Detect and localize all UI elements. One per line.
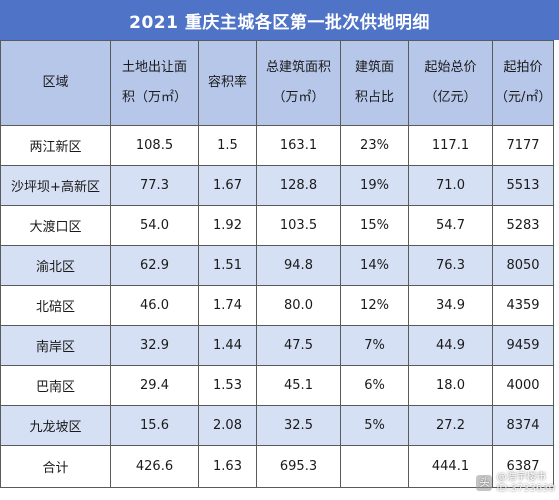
cell-plot-ratio: 1.51: [198, 245, 257, 286]
cell-land-area: 15.6: [110, 405, 199, 446]
cell-district: 北碚区: [0, 285, 111, 326]
watermark-id: ID:3733630: [496, 483, 555, 494]
total-unit-price: 6387: [492, 445, 554, 488]
cell-unit-price: 4359: [492, 285, 554, 326]
cell-share: 19%: [340, 165, 409, 206]
table-row: 两江新区 108.5 1.5 163.1 23% 117.1 7177: [0, 125, 554, 166]
table-row: 九龙坡区 15.6 2.08 32.5 5% 27.2 8374: [0, 405, 554, 446]
cell-total-price: 117.1: [408, 125, 493, 166]
cell-total-price: 54.7: [408, 205, 493, 246]
cell-share: 15%: [340, 205, 409, 246]
cell-building-area: 94.8: [256, 245, 341, 286]
cell-unit-price: 5513: [492, 165, 554, 206]
cell-share: 23%: [340, 125, 409, 166]
cell-land-area: 46.0: [110, 285, 199, 326]
watermark-handle: @浩宇楼市: [496, 472, 547, 483]
cell-unit-price: 8374: [492, 405, 554, 446]
cell-plot-ratio: 1.5: [198, 125, 257, 166]
table-title: 2021 重庆主城各区第一批次供地明细: [0, 0, 559, 40]
cell-building-area: 32.5: [256, 405, 341, 446]
cell-plot-ratio: 1.92: [198, 205, 257, 246]
cell-plot-ratio: 2.08: [198, 405, 257, 446]
cell-share: 6%: [340, 365, 409, 406]
cell-district: 渝北区: [0, 245, 111, 286]
total-building-area: 695.3: [256, 445, 341, 488]
cell-total-price: 27.2: [408, 405, 493, 446]
cell-share: 12%: [340, 285, 409, 326]
cell-share: 14%: [340, 245, 409, 286]
cell-share: 5%: [340, 405, 409, 446]
cell-land-area: 62.9: [110, 245, 199, 286]
cell-district: 巴南区: [0, 365, 111, 406]
cell-district: 南岸区: [0, 325, 111, 366]
cell-unit-price: 5283: [492, 205, 554, 246]
cell-district: 九龙坡区: [0, 405, 111, 446]
header-share: 建筑面 积占比: [340, 40, 409, 126]
table-row: 北碚区 46.0 1.74 80.0 12% 34.9 4359: [0, 285, 554, 326]
total-share: [340, 445, 409, 488]
total-total-price: 444.1: [408, 445, 493, 488]
cell-land-area: 77.3: [110, 165, 199, 206]
cell-share: 7%: [340, 325, 409, 366]
land-supply-table: 区域 土地出让面 积（万㎡） 容积率 总建筑面积 （万㎡） 建筑面 积占比: [0, 40, 554, 488]
cell-building-area: 45.1: [256, 365, 341, 406]
total-row: 合计 426.6 1.63 695.3 444.1 6387: [0, 445, 554, 488]
header-building-area: 总建筑面积 （万㎡）: [256, 40, 341, 126]
table-row: 巴南区 29.4 1.53 45.1 6% 18.0 4000: [0, 365, 554, 406]
table-row: 大渡口区 54.0 1.92 103.5 15% 54.7 5283: [0, 205, 554, 246]
cell-plot-ratio: 1.44: [198, 325, 257, 366]
header-total-price: 起始总价 （亿元）: [408, 40, 493, 126]
cell-total-price: 44.9: [408, 325, 493, 366]
cell-building-area: 163.1: [256, 125, 341, 166]
header-land-area: 土地出让面 积（万㎡）: [110, 40, 199, 126]
cell-total-price: 18.0: [408, 365, 493, 406]
cell-building-area: 47.5: [256, 325, 341, 366]
table-row: 南岸区 32.9 1.44 47.5 7% 44.9 9459: [0, 325, 554, 366]
watermark: 头 @浩宇楼市 ID:3733630: [476, 472, 555, 494]
cell-plot-ratio: 1.74: [198, 285, 257, 326]
cell-plot-ratio: 1.67: [198, 165, 257, 206]
cell-district: 沙坪坝+高新区: [0, 165, 111, 206]
total-label: 合计: [0, 445, 111, 488]
cell-land-area: 29.4: [110, 365, 199, 406]
cell-total-price: 34.9: [408, 285, 493, 326]
watermark-logo-icon: 头: [476, 475, 493, 491]
cell-unit-price: 7177: [492, 125, 554, 166]
header-row: 区域 土地出让面 积（万㎡） 容积率 总建筑面积 （万㎡） 建筑面 积占比: [0, 40, 554, 126]
cell-total-price: 76.3: [408, 245, 493, 286]
header-district: 区域: [0, 40, 111, 126]
cell-land-area: 108.5: [110, 125, 199, 166]
table-row: 沙坪坝+高新区 77.3 1.67 128.8 19% 71.0 5513: [0, 165, 554, 206]
header-unit-price: 起拍价 （元/㎡）: [492, 40, 554, 126]
total-plot-ratio: 1.63: [198, 445, 257, 488]
cell-district: 两江新区: [0, 125, 111, 166]
cell-unit-price: 9459: [492, 325, 554, 366]
cell-plot-ratio: 1.53: [198, 365, 257, 406]
cell-land-area: 32.9: [110, 325, 199, 366]
header-plot-ratio: 容积率: [198, 40, 257, 126]
cell-building-area: 103.5: [256, 205, 341, 246]
table-row: 渝北区 62.9 1.51 94.8 14% 76.3 8050: [0, 245, 554, 286]
total-land-area: 426.6: [110, 445, 199, 488]
cell-district: 大渡口区: [0, 205, 111, 246]
cell-building-area: 80.0: [256, 285, 341, 326]
cell-building-area: 128.8: [256, 165, 341, 206]
cell-land-area: 54.0: [110, 205, 199, 246]
cell-total-price: 71.0: [408, 165, 493, 206]
cell-unit-price: 8050: [492, 245, 554, 286]
cell-unit-price: 4000: [492, 365, 554, 406]
